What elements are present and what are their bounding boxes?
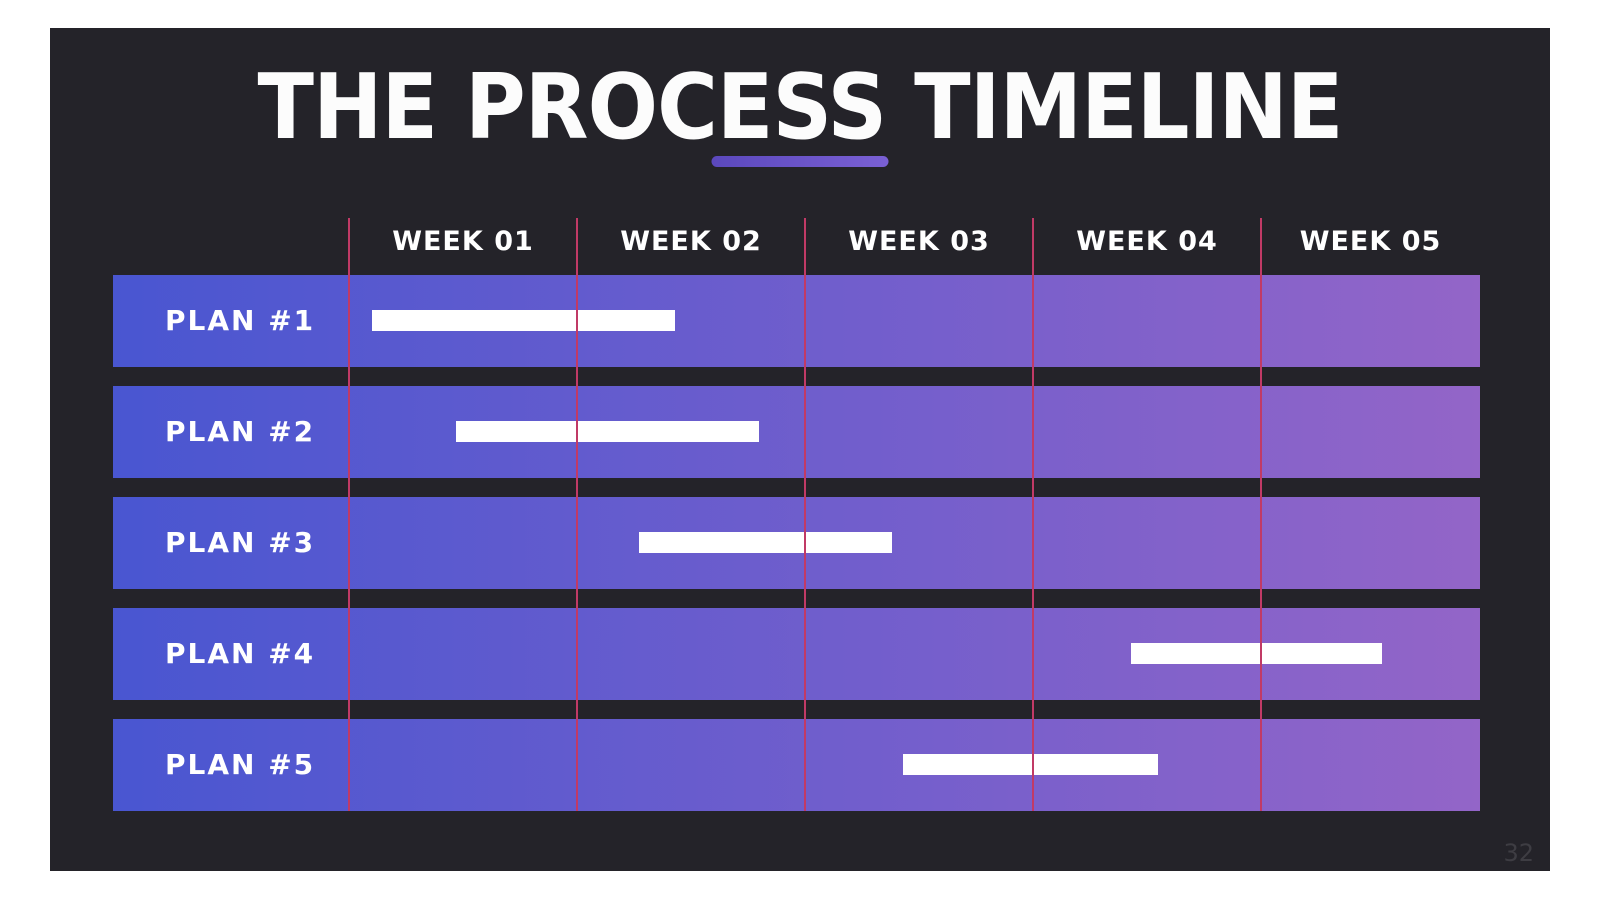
week-grid-line	[804, 218, 806, 811]
week-header: WEEK 05	[1299, 226, 1442, 257]
plan-label: PLAN #2	[165, 415, 316, 448]
week-header: WEEK 01	[392, 226, 534, 257]
timeline-row: PLAN #3	[113, 497, 1480, 589]
timeline-row: PLAN #5	[113, 719, 1480, 811]
slide-title: THE PROCESS TIMELINE	[257, 55, 1344, 160]
title-underline-accent	[711, 156, 889, 167]
timeline-bar	[372, 310, 675, 331]
week-header: WEEK 04	[1076, 226, 1218, 257]
week-header: WEEK 03	[848, 226, 990, 257]
timeline-bar	[639, 532, 892, 553]
week-grid-line	[1032, 218, 1034, 811]
timeline-chart: WEEK 01 WEEK 02 WEEK 03 WEEK 04 WEEK 05 PLAN…	[50, 28, 1550, 871]
slide: THE PROCESS TIMELINE WEEK 01 WEEK 02 WEEK …	[50, 28, 1550, 871]
week-grid-line	[1260, 218, 1262, 811]
timeline-row: PLAN #2	[113, 386, 1480, 478]
plan-label: PLAN #4	[165, 637, 316, 670]
week-grid-line	[576, 218, 578, 811]
timeline-row: PLAN #1	[113, 275, 1480, 367]
plan-label: PLAN #1	[165, 304, 316, 337]
timeline-row: PLAN #4	[113, 608, 1480, 700]
page-number: 32	[1503, 839, 1534, 867]
timeline-bar	[903, 754, 1158, 775]
week-header: WEEK 02	[620, 226, 762, 257]
timeline-bar	[456, 421, 759, 442]
week-grid-line	[348, 218, 350, 811]
plan-label: PLAN #3	[165, 526, 316, 559]
timeline-bar	[1131, 643, 1382, 664]
plan-label: PLAN #5	[165, 748, 316, 781]
